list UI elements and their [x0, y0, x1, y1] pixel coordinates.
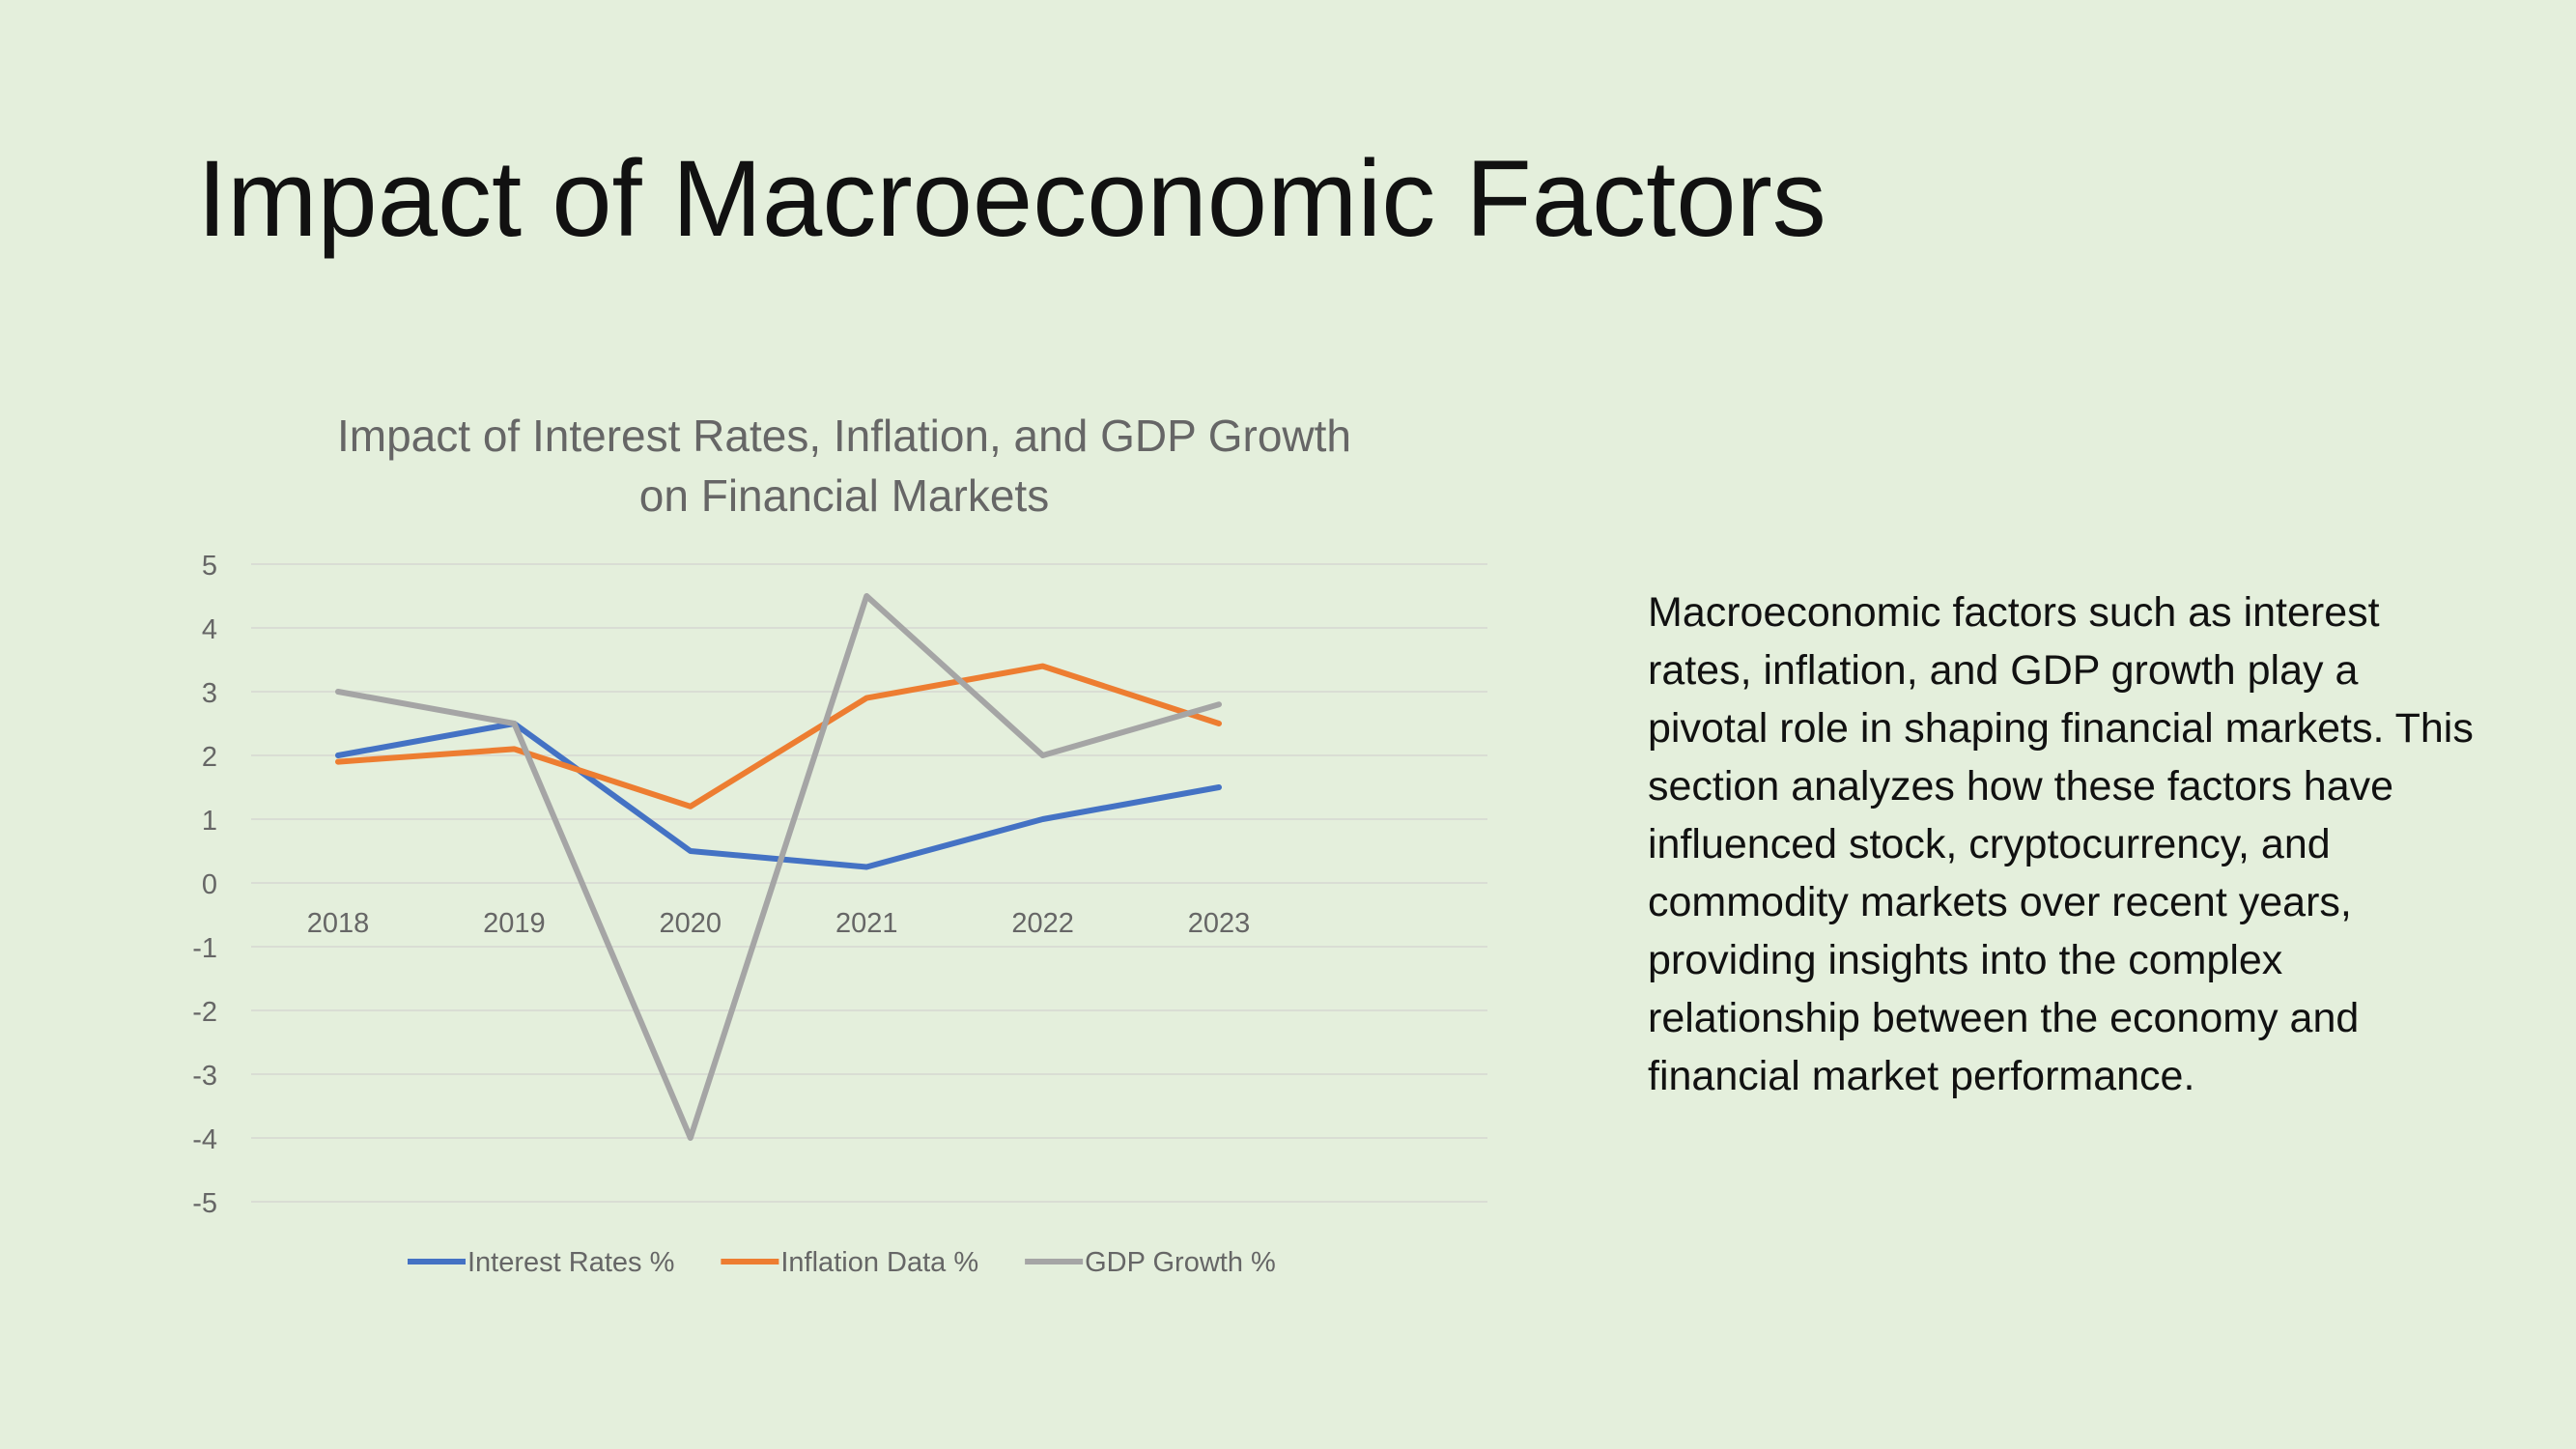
y-tick-label: 0 — [202, 869, 217, 900]
legend-label: Interest Rates % — [467, 1247, 674, 1278]
y-tick-label: 1 — [202, 806, 217, 837]
x-tick-label: 2018 — [307, 908, 370, 939]
body-text: Macroeconomic factors such as interest r… — [1648, 589, 2474, 1099]
x-tick-label: 2019 — [483, 908, 546, 939]
y-tick-label: 5 — [202, 551, 217, 582]
y-tick-label: -5 — [192, 1188, 217, 1219]
x-tick-label: 2020 — [660, 908, 722, 939]
legend-label: Inflation Data % — [780, 1247, 978, 1278]
y-tick-label: -4 — [192, 1124, 217, 1155]
series-lines — [335, 593, 1222, 1141]
x-tick-label: 2022 — [1011, 908, 1074, 939]
y-tick-label: 2 — [202, 742, 217, 773]
chart-title-line-2: on Financial Markets — [638, 470, 1050, 521]
x-axis-tick-labels: 2018 2019 2020 2021 2022 2023 — [307, 908, 1251, 939]
y-tick-label: -3 — [192, 1061, 217, 1092]
chart-title-line-1: Impact of Interest Rates, Inflation, and… — [337, 411, 1351, 461]
y-tick-label: -2 — [192, 997, 217, 1028]
x-tick-label: 2023 — [1188, 908, 1251, 939]
series-line-3 — [335, 593, 1222, 1141]
chart-title: Impact of Interest Rates, Inflation, and… — [245, 406, 1443, 526]
y-tick-label: 4 — [202, 614, 217, 645]
y-tick-label: 3 — [202, 678, 217, 709]
legend: Interest Rates % Inflation Data % GDP Grow… — [408, 1247, 1276, 1278]
y-tick-label: -1 — [192, 933, 217, 964]
series-line-2 — [335, 663, 1222, 810]
gridlines — [251, 563, 1487, 1203]
x-tick-label: 2021 — [835, 908, 898, 939]
slide-title: Impact of Macroeconomic Factors — [197, 138, 1826, 259]
legend-label: GDP Growth % — [1085, 1247, 1276, 1278]
y-axis-tick-labels: 5 4 3 2 1 0 -1 -2 -3 -4 -5 — [192, 551, 217, 1219]
